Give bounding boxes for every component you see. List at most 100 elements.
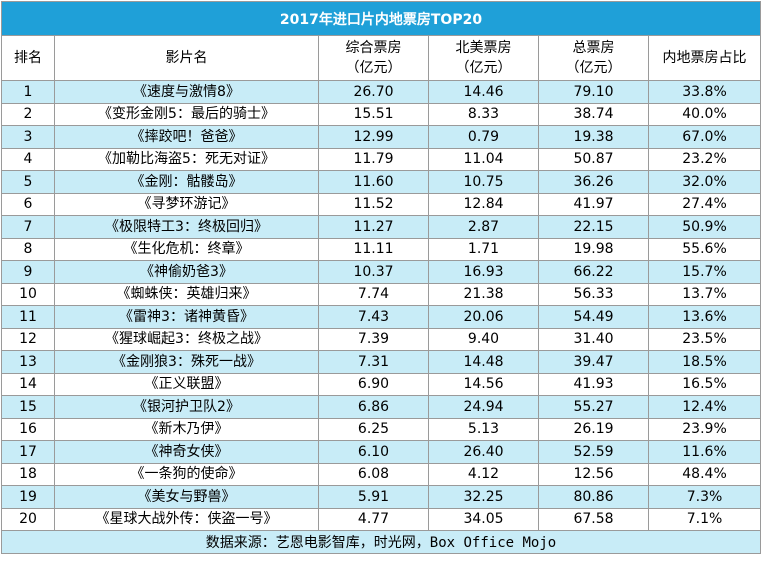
cell-china-share: 7.3%: [649, 486, 761, 509]
cell-rank: 8: [2, 238, 55, 261]
cell-na-box-office: 21.38: [429, 283, 539, 306]
cell-total-box-office: 19.98: [539, 238, 649, 261]
cell-film: 《加勒比海盗5：死无对证》: [55, 148, 319, 171]
cell-total-box-office: 66.22: [539, 261, 649, 284]
cell-total-box-office: 67.58: [539, 508, 649, 531]
table-row: 2 《变形金刚5：最后的骑士》 15.51 8.33 38.74 40.0%: [2, 103, 761, 126]
cell-film: 《银河护卫队2》: [55, 396, 319, 419]
cell-rank: 14: [2, 373, 55, 396]
cell-rank: 5: [2, 171, 55, 194]
cell-china-share: 32.0%: [649, 171, 761, 194]
cell-na-box-office: 14.48: [429, 351, 539, 374]
table-row: 20 《星球大战外传：侠盗一号》 4.77 34.05 67.58 7.1%: [2, 508, 761, 531]
cell-china-share: 67.0%: [649, 126, 761, 149]
cell-china-share: 50.9%: [649, 216, 761, 239]
cell-total-box-office: 41.93: [539, 373, 649, 396]
cell-rank: 1: [2, 81, 55, 104]
cell-na-box-office: 26.40: [429, 441, 539, 464]
cell-china-box-office: 10.37: [319, 261, 429, 284]
cell-film: 《一条狗的使命》: [55, 463, 319, 486]
source-row: 数据来源：艺恩电影智库，时光网，Box Office Mojo: [2, 531, 761, 554]
cell-rank: 2: [2, 103, 55, 126]
header-china-box-office: 综合票房 （亿元）: [319, 36, 429, 81]
cell-china-box-office: 6.86: [319, 396, 429, 419]
cell-china-share: 23.9%: [649, 418, 761, 441]
cell-total-box-office: 39.47: [539, 351, 649, 374]
cell-china-box-office: 12.99: [319, 126, 429, 149]
cell-film: 《蜘蛛侠：英雄归来》: [55, 283, 319, 306]
header-china-line2: （亿元）: [319, 58, 428, 78]
cell-rank: 15: [2, 396, 55, 419]
cell-na-box-office: 10.75: [429, 171, 539, 194]
cell-rank: 12: [2, 328, 55, 351]
cell-film: 《雷神3：诸神黄昏》: [55, 306, 319, 329]
table-title: 2017年进口片内地票房TOP20: [2, 2, 761, 36]
table-row: 17 《神奇女侠》 6.10 26.40 52.59 11.6%: [2, 441, 761, 464]
cell-china-box-office: 6.08: [319, 463, 429, 486]
table-row: 11 《雷神3：诸神黄昏》 7.43 20.06 54.49 13.6%: [2, 306, 761, 329]
cell-rank: 7: [2, 216, 55, 239]
table-row: 14 《正义联盟》 6.90 14.56 41.93 16.5%: [2, 373, 761, 396]
source-note: 数据来源：艺恩电影智库，时光网，Box Office Mojo: [2, 531, 761, 554]
cell-film: 《美女与野兽》: [55, 486, 319, 509]
cell-na-box-office: 4.12: [429, 463, 539, 486]
cell-total-box-office: 31.40: [539, 328, 649, 351]
table-row: 9 《神偷奶爸3》 10.37 16.93 66.22 15.7%: [2, 261, 761, 284]
table-row: 6 《寻梦环游记》 11.52 12.84 41.97 27.4%: [2, 193, 761, 216]
cell-na-box-office: 20.06: [429, 306, 539, 329]
cell-film: 《金刚：骷髅岛》: [55, 171, 319, 194]
cell-china-box-office: 11.52: [319, 193, 429, 216]
cell-total-box-office: 56.33: [539, 283, 649, 306]
cell-na-box-office: 5.13: [429, 418, 539, 441]
cell-china-share: 23.5%: [649, 328, 761, 351]
cell-rank: 9: [2, 261, 55, 284]
cell-china-box-office: 4.77: [319, 508, 429, 531]
cell-china-box-office: 7.31: [319, 351, 429, 374]
cell-film: 《寻梦环游记》: [55, 193, 319, 216]
table-row: 16 《新木乃伊》 6.25 5.13 26.19 23.9%: [2, 418, 761, 441]
cell-china-share: 15.7%: [649, 261, 761, 284]
cell-film: 《极限特工3：终极回归》: [55, 216, 319, 239]
cell-film: 《神偷奶爸3》: [55, 261, 319, 284]
cell-film: 《摔跤吧！爸爸》: [55, 126, 319, 149]
cell-rank: 11: [2, 306, 55, 329]
cell-rank: 13: [2, 351, 55, 374]
cell-rank: 20: [2, 508, 55, 531]
cell-china-share: 11.6%: [649, 441, 761, 464]
cell-china-box-office: 5.91: [319, 486, 429, 509]
cell-total-box-office: 26.19: [539, 418, 649, 441]
table-row: 5 《金刚：骷髅岛》 11.60 10.75 36.26 32.0%: [2, 171, 761, 194]
header-rank: 排名: [2, 36, 55, 81]
cell-rank: 10: [2, 283, 55, 306]
cell-na-box-office: 24.94: [429, 396, 539, 419]
header-row: 排名 影片名 综合票房 （亿元） 北美票房 （亿元） 总票房 （亿元） 内地票房占比: [2, 36, 761, 81]
table-row: 12 《猩球崛起3：终极之战》 7.39 9.40 31.40 23.5%: [2, 328, 761, 351]
cell-china-box-office: 15.51: [319, 103, 429, 126]
cell-na-box-office: 9.40: [429, 328, 539, 351]
cell-china-share: 55.6%: [649, 238, 761, 261]
cell-film: 《神奇女侠》: [55, 441, 319, 464]
header-na-line1: 北美票房: [429, 38, 538, 58]
cell-china-share: 18.5%: [649, 351, 761, 374]
cell-film: 《猩球崛起3：终极之战》: [55, 328, 319, 351]
cell-total-box-office: 36.26: [539, 171, 649, 194]
cell-china-box-office: 11.60: [319, 171, 429, 194]
cell-na-box-office: 32.25: [429, 486, 539, 509]
cell-na-box-office: 34.05: [429, 508, 539, 531]
header-china-share: 内地票房占比: [649, 36, 761, 81]
table-row: 13 《金刚狼3：殊死一战》 7.31 14.48 39.47 18.5%: [2, 351, 761, 374]
cell-total-box-office: 38.74: [539, 103, 649, 126]
cell-total-box-office: 50.87: [539, 148, 649, 171]
cell-china-box-office: 11.27: [319, 216, 429, 239]
cell-china-share: 23.2%: [649, 148, 761, 171]
cell-total-box-office: 79.10: [539, 81, 649, 104]
cell-na-box-office: 11.04: [429, 148, 539, 171]
cell-na-box-office: 16.93: [429, 261, 539, 284]
cell-china-box-office: 11.11: [319, 238, 429, 261]
cell-na-box-office: 14.46: [429, 81, 539, 104]
cell-film: 《金刚狼3：殊死一战》: [55, 351, 319, 374]
cell-rank: 4: [2, 148, 55, 171]
box-office-table: 2017年进口片内地票房TOP20 排名 影片名 综合票房 （亿元） 北美票房 （亿…: [1, 1, 761, 554]
cell-china-box-office: 7.43: [319, 306, 429, 329]
cell-china-share: 12.4%: [649, 396, 761, 419]
